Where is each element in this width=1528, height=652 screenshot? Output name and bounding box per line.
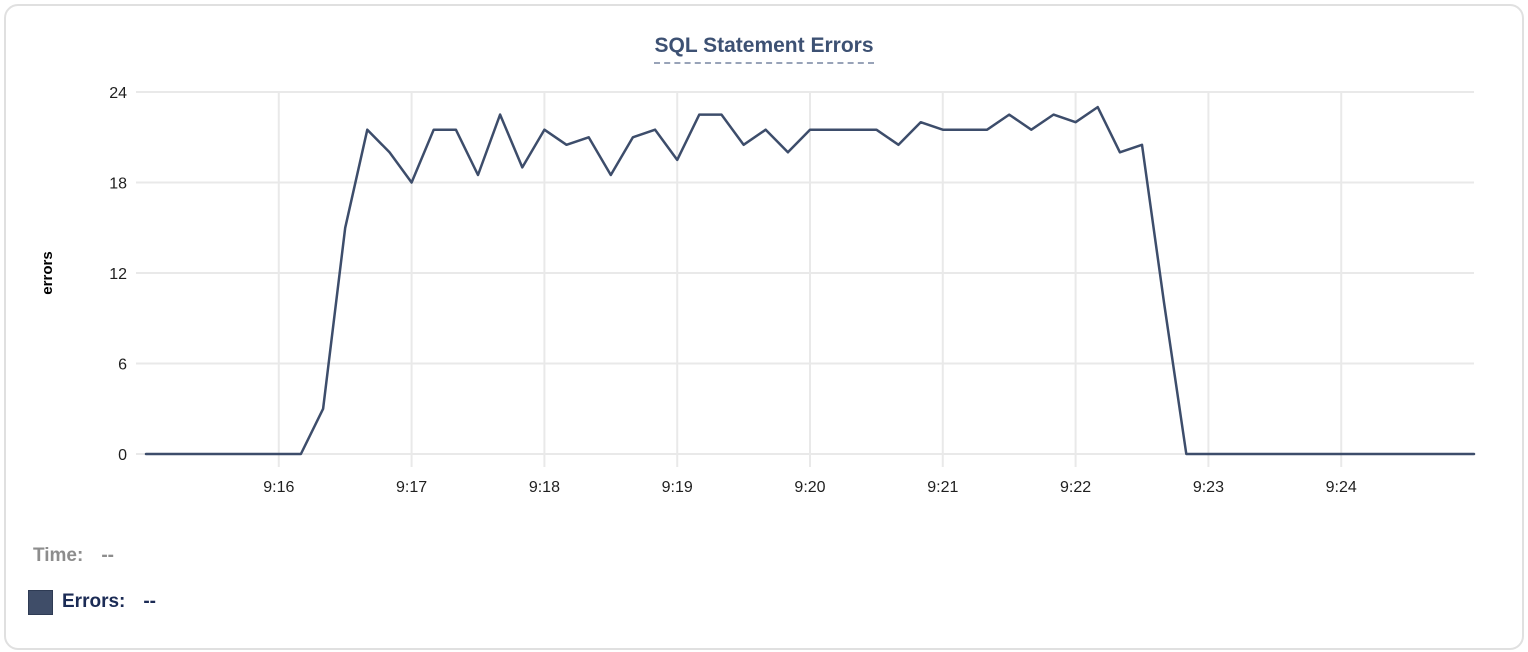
legend-errors-value: -- [143,591,157,612]
y-axis-label: errors [39,251,56,294]
errors-color-swatch [28,589,53,615]
chart-title[interactable]: SQL Statement Errors [654,34,874,64]
y-tick-label: 24 [109,85,127,102]
x-tick-label: 9:24 [1326,479,1357,496]
x-tick-label: 9:18 [529,479,560,496]
hover-readout: Time: -- Errors: -- [28,544,156,636]
errors-line-chart[interactable]: 0 6 12 18 24 9:16 9:17 9:18 9:19 9:20 9:21 9:22 9:23… [6,6,1524,506]
gridlines [136,91,1474,467]
y-tick-label: 12 [109,266,127,283]
legend-errors-label: Errors: [62,591,126,612]
x-tick-label: 9:20 [794,479,825,496]
x-tick-label: 9:21 [927,479,958,496]
x-tick-label: 9:19 [662,479,693,496]
x-tick-label: 9:23 [1193,479,1224,496]
x-tick-label: 9:22 [1060,479,1091,496]
axis-tick-labels: 0 6 12 18 24 9:16 9:17 9:18 9:19 9:20 9:21 9:22 9:23… [109,85,1357,496]
y-tick-label: 0 [118,447,127,464]
chart-header: SQL Statement Errors [6,34,1522,64]
errors-series-line [144,105,1476,456]
legend-time-value: -- [101,545,114,566]
x-tick-label: 9:17 [396,479,427,496]
y-tick-label: 18 [109,176,127,193]
legend-time-label: Time: [33,545,84,566]
legend-time-row: Time: -- [28,544,156,568]
x-tick-label: 9:16 [263,479,294,496]
y-tick-label: 6 [118,357,127,374]
legend-errors-row: Errors: -- [28,589,157,615]
chart-card: SQL Statement Errors 0 6 12 18 24 9:16 9:17 9:1… [4,4,1524,650]
